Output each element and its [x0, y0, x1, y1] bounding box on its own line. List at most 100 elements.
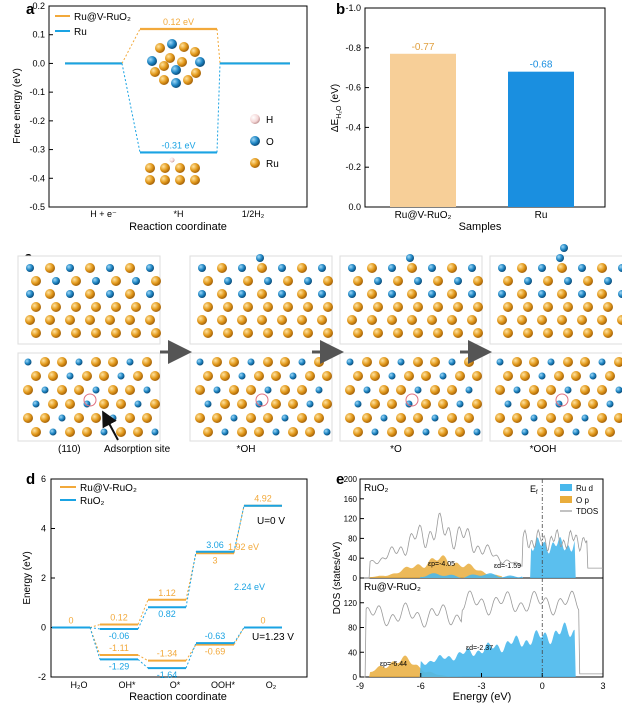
atom	[393, 276, 403, 286]
atom	[517, 289, 527, 299]
panel-a-series: 0.12 eV -0.31 eV	[65, 17, 290, 154]
atom	[91, 328, 101, 338]
x-tick-label: 0	[540, 681, 545, 691]
atom	[554, 371, 564, 381]
atom	[221, 428, 229, 436]
h-atom-icon	[250, 114, 260, 124]
atom	[243, 328, 253, 338]
atom	[367, 289, 377, 299]
atom	[82, 371, 92, 381]
atom	[306, 400, 314, 408]
connector	[121, 63, 141, 153]
y-tick-label: 40	[348, 554, 357, 563]
atom	[91, 302, 101, 312]
atom	[142, 413, 152, 423]
atom	[23, 413, 33, 423]
atom	[538, 290, 546, 298]
atom	[606, 400, 614, 408]
atom	[91, 357, 101, 367]
atom	[106, 290, 114, 298]
panel-b: b -1.0 -0.8 -0.6 -0.4 -0.2 0.0 -0.77 Ru@V-RuO₂…	[330, 1, 606, 233]
atom	[473, 302, 483, 312]
subplot-title-ruo2: RuO₂	[364, 483, 389, 494]
atom	[41, 386, 49, 394]
atom	[413, 328, 423, 338]
atom	[220, 371, 230, 381]
panel-a-x-ticks: H + e⁻ *H 1/2H₂	[90, 209, 265, 219]
atom	[547, 358, 555, 366]
atom	[92, 277, 100, 285]
atom	[348, 264, 356, 272]
panel-d-x-ticks: H₂O OH* O* OOH* O₂	[71, 680, 277, 690]
atom	[581, 414, 589, 422]
atom	[353, 427, 363, 437]
atom	[280, 385, 290, 395]
atom	[175, 175, 185, 185]
atom	[447, 385, 457, 395]
atom	[171, 78, 181, 88]
atom	[323, 328, 333, 338]
atom	[111, 276, 121, 286]
atom	[289, 372, 297, 380]
atom	[396, 413, 406, 423]
atom	[203, 427, 213, 437]
atom	[31, 371, 41, 381]
dos-line	[360, 512, 603, 579]
y-tick-label: -2	[38, 672, 46, 682]
atom	[473, 276, 483, 286]
atom	[150, 371, 160, 381]
atom	[66, 264, 74, 272]
atom	[520, 399, 530, 409]
legend-label-ruv-d: Ru@V-RuO₂	[80, 483, 137, 494]
panel-d-x-label: Reaction coordinate	[129, 691, 227, 703]
atom	[142, 357, 152, 367]
legend-label-rud: Ru d	[576, 484, 593, 493]
atom	[348, 290, 356, 298]
atom	[373, 328, 383, 338]
atom	[447, 413, 457, 423]
panel-b-frame	[364, 7, 606, 208]
atom	[353, 302, 363, 312]
dband-ru-ruv: εd=-2.37	[466, 645, 493, 652]
atom	[145, 175, 155, 185]
atom	[564, 277, 572, 285]
atom	[407, 263, 417, 273]
atom	[393, 328, 403, 338]
y-tick-label: 0.0	[348, 202, 361, 212]
panel-b-letter: b	[336, 1, 345, 18]
atom	[537, 427, 547, 437]
y-tick-label: 120	[344, 515, 358, 524]
atom	[212, 413, 222, 423]
atom	[117, 372, 125, 380]
atom	[31, 427, 41, 437]
panel-b-y-label: ΔEH₂O (eV)	[330, 84, 343, 132]
x-tick-label: O*	[170, 680, 181, 690]
atom	[85, 289, 95, 299]
atom	[362, 357, 372, 367]
atom	[422, 428, 430, 436]
y-tick-label: 80	[348, 534, 357, 543]
atom	[387, 427, 397, 437]
atom	[297, 315, 307, 325]
atom	[557, 315, 567, 325]
atom	[564, 386, 572, 394]
atom-legend-h: H	[266, 115, 273, 126]
atom	[167, 39, 177, 49]
value-label: 1.12	[158, 588, 176, 598]
atom	[513, 386, 521, 394]
value-label: 0.82	[158, 609, 176, 619]
atom	[165, 53, 175, 63]
panel-b-y-ticks: -1.0 -0.8 -0.6 -0.4 -0.2 0.0	[345, 3, 369, 212]
atom	[512, 413, 522, 423]
atom	[212, 357, 222, 367]
atom	[323, 302, 333, 312]
panel-a-legend: Ru@V-RuO₂ Ru	[55, 12, 131, 38]
atom	[503, 276, 513, 286]
value-label: -0.63	[205, 631, 226, 641]
atom	[99, 371, 109, 381]
atom	[247, 358, 255, 366]
y-tick-label: 0	[41, 623, 46, 633]
atom	[203, 328, 213, 338]
y-tick-label: -0.4	[345, 122, 361, 132]
atom	[198, 290, 206, 298]
